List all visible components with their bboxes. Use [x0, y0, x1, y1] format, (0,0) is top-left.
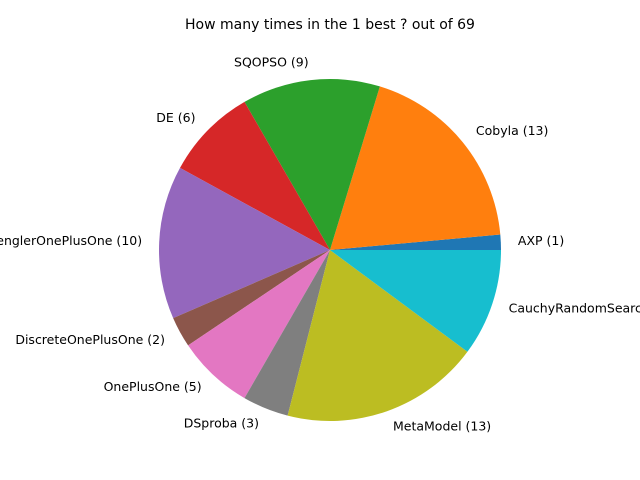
slice-label-de: DE (6)	[156, 110, 195, 125]
pie-slice-discreteoneplusone	[173, 250, 330, 346]
slice-label-oneplusone: OnePlusOne (5)	[104, 379, 202, 394]
pie-slice-oneplusone	[188, 250, 330, 399]
chart-title: How many times in the 1 best ? out of 69	[185, 17, 475, 33]
slice-label-metamodel: MetaModel (13)	[393, 419, 491, 434]
pie-slice-cobyla	[330, 86, 501, 251]
pie-slice-discretelengleroneplusone	[159, 167, 330, 319]
pie-slice-de	[180, 101, 330, 250]
slice-label-dsproba: DSproba (3)	[184, 416, 259, 431]
pie-slice-dsproba	[244, 250, 330, 416]
pie-slice-cauchyrandomsearch	[330, 250, 501, 352]
slice-label-cobyla: Cobyla (13)	[476, 123, 548, 138]
slice-label-axp: AXP (1)	[518, 233, 564, 248]
pie-slice-metamodel	[287, 250, 468, 421]
slice-label-discreteoneplusone: DiscreteOnePlusOne (2)	[15, 332, 165, 347]
pie-slices	[159, 79, 501, 421]
pie-slice-axp	[330, 234, 501, 250]
slice-label-sqopso: SQOPSO (9)	[234, 55, 309, 70]
slice-labels: AXP (1) Cobyla (13) SQOPSO (9) DE (6) Discre…	[0, 55, 640, 434]
slice-label-discretelengleroneplusone: DiscreteLenglerOnePlusOne (10)	[0, 233, 142, 248]
slice-label-cauchyrandomsearch: CauchyRandomSearch (7)	[509, 300, 640, 315]
pie-slice-sqopso	[244, 79, 380, 251]
